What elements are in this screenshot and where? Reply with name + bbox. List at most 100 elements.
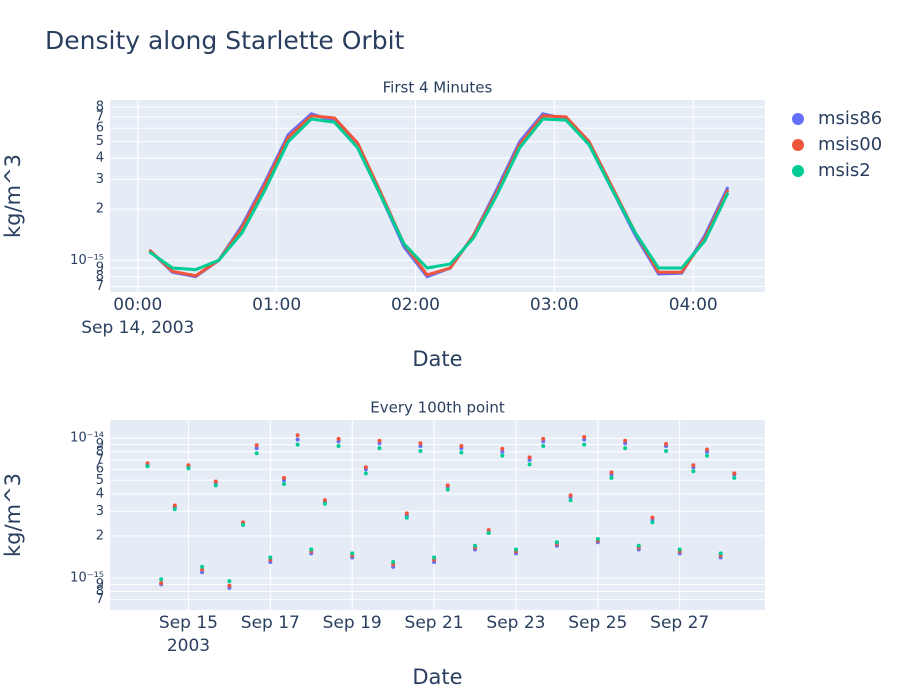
y-tick-label: 10⁻¹⁴ — [70, 431, 104, 446]
point — [268, 555, 273, 560]
point — [227, 579, 232, 584]
point — [254, 446, 259, 451]
point — [473, 543, 478, 548]
point — [527, 455, 532, 460]
y-tick-label: 6 — [96, 462, 104, 477]
point — [500, 446, 505, 451]
point — [159, 581, 164, 586]
point — [200, 564, 205, 569]
y-tick-label: 2 — [96, 528, 104, 543]
point — [213, 479, 218, 484]
point — [322, 501, 327, 506]
point — [664, 441, 669, 446]
y-axis-title: kg/m^3 — [1, 473, 25, 557]
x-tick-label: Sep 19 — [323, 613, 382, 633]
point — [650, 520, 655, 525]
point — [322, 498, 327, 503]
point — [254, 451, 259, 456]
x-tick-label: 03:00 — [530, 295, 579, 315]
legend-marker — [792, 165, 804, 177]
point — [459, 450, 464, 455]
y-tick-label: 5 — [96, 134, 104, 149]
x-tick-label: 02:00 — [391, 295, 440, 315]
point — [459, 443, 464, 448]
x-tick-label: 01:00 — [252, 295, 301, 315]
point — [650, 515, 655, 520]
point — [213, 483, 218, 488]
point — [732, 471, 737, 476]
y-tick-label: 10⁻¹⁵ — [70, 253, 104, 268]
x-tick-label: Sep 21 — [405, 613, 464, 633]
legend-marker — [792, 139, 804, 151]
point — [705, 447, 710, 452]
y-tick-label: 9 — [96, 437, 104, 452]
point — [691, 469, 696, 474]
point — [513, 547, 518, 552]
point — [159, 577, 164, 582]
point — [500, 453, 505, 458]
y-tick-label: 3 — [96, 172, 104, 187]
point — [418, 449, 423, 454]
point — [363, 471, 368, 476]
point — [295, 442, 300, 447]
point — [664, 449, 669, 454]
point — [609, 470, 614, 475]
point — [500, 449, 505, 454]
point — [227, 583, 232, 588]
y-tick-label: 8 — [96, 584, 104, 599]
x-tick-label: Sep 15 — [159, 613, 218, 633]
point — [691, 463, 696, 468]
point — [554, 540, 559, 545]
point — [445, 487, 450, 492]
point — [336, 436, 341, 441]
point — [145, 461, 150, 466]
point — [281, 475, 286, 480]
point — [582, 442, 587, 447]
point — [445, 483, 450, 488]
x-tick-label: 04:00 — [669, 295, 718, 315]
point — [172, 507, 177, 512]
legend-marker — [792, 113, 804, 125]
point — [309, 547, 314, 552]
y-tick-label: 9 — [96, 577, 104, 592]
point — [568, 493, 573, 498]
y-tick-label: 9 — [96, 261, 104, 276]
point — [186, 466, 191, 471]
y-tick-label: 7 — [96, 279, 104, 294]
point — [281, 482, 286, 487]
x-tick-label: 00:00 — [113, 295, 162, 315]
x-axis-title: Date — [412, 665, 462, 689]
point — [568, 498, 573, 503]
point — [732, 475, 737, 480]
point — [377, 438, 382, 443]
legend-label: msis00 — [818, 134, 882, 155]
point — [350, 551, 355, 556]
x-tick-label: Sep 25 — [568, 613, 627, 633]
point — [609, 475, 614, 480]
point — [623, 446, 628, 451]
point — [582, 435, 587, 440]
point — [186, 463, 191, 468]
plot-area — [110, 420, 765, 610]
x-year-label: 2003 — [167, 636, 210, 656]
y-tick-label: 7 — [96, 452, 104, 467]
figure-title: Density along Starlette Orbit — [45, 26, 405, 55]
y-tick-label: 2 — [96, 202, 104, 217]
point — [377, 446, 382, 451]
y-tick-label: 5 — [96, 473, 104, 488]
point — [418, 441, 423, 446]
x-tick-label: Sep 23 — [486, 613, 545, 633]
y-tick-label: 8 — [96, 100, 104, 115]
subplot-title: First 4 Minutes — [383, 79, 493, 97]
x-axis-title: Date — [412, 347, 462, 371]
point — [705, 453, 710, 458]
point — [241, 522, 246, 527]
point — [486, 530, 491, 535]
y-tick-label: 7 — [96, 109, 104, 124]
point — [404, 515, 409, 520]
y-tick-label: 7 — [96, 592, 104, 607]
point — [295, 433, 300, 438]
point — [295, 437, 300, 442]
point — [172, 503, 177, 508]
point — [541, 436, 546, 441]
